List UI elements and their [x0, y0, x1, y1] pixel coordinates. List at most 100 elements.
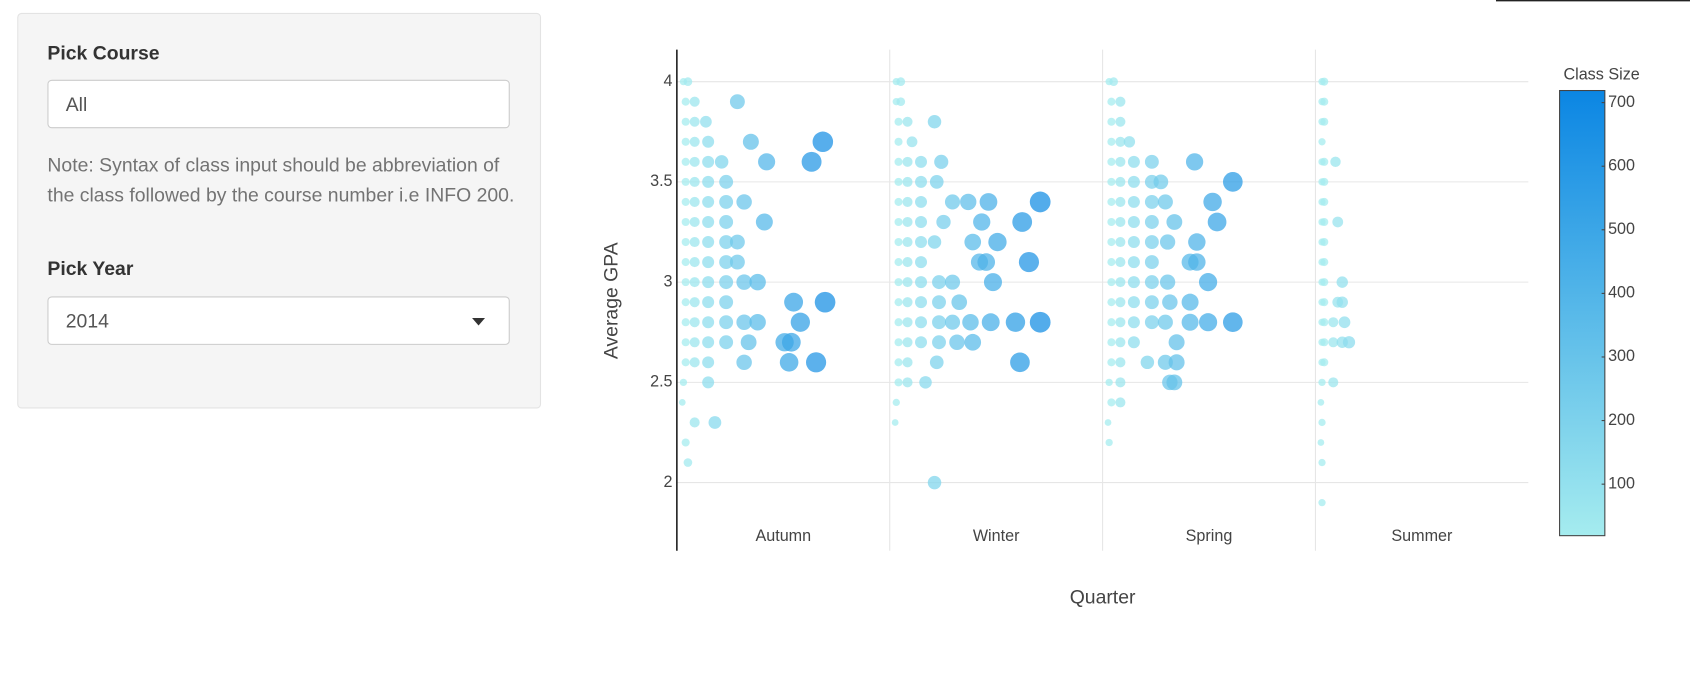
- point: [915, 276, 928, 289]
- point: [679, 378, 688, 387]
- point: [714, 155, 729, 169]
- point: [973, 213, 991, 231]
- point: [702, 356, 715, 369]
- point: [915, 236, 928, 249]
- point: [894, 117, 903, 126]
- point: [1144, 295, 1159, 310]
- point: [915, 256, 928, 269]
- point: [927, 235, 942, 249]
- point: [749, 273, 766, 291]
- point: [681, 438, 690, 447]
- point: [894, 197, 903, 206]
- point: [1159, 274, 1176, 290]
- point: [983, 273, 1002, 292]
- point: [1320, 318, 1329, 327]
- point: [1115, 196, 1126, 207]
- point: [689, 277, 700, 288]
- point: [702, 256, 715, 269]
- point: [1320, 217, 1329, 227]
- point: [719, 275, 734, 290]
- colorbar-tick-label: 300: [1608, 347, 1635, 365]
- point: [915, 195, 928, 208]
- point: [1105, 438, 1113, 447]
- point: [736, 314, 752, 330]
- point: [1188, 253, 1206, 271]
- point: [689, 176, 700, 187]
- point: [1168, 354, 1185, 371]
- point: [729, 234, 745, 250]
- point: [719, 295, 734, 310]
- year-value: 2014: [65, 310, 109, 332]
- point: [915, 316, 928, 329]
- point: [1328, 317, 1339, 328]
- point: [681, 258, 690, 267]
- y-tick-label: 2.5: [650, 373, 672, 391]
- point: [1162, 294, 1178, 310]
- point: [981, 313, 1000, 332]
- point: [784, 292, 804, 312]
- point: [689, 116, 700, 127]
- year-select[interactable]: 2014: [47, 296, 510, 345]
- point: [902, 116, 913, 127]
- point: [1115, 297, 1126, 308]
- point: [683, 77, 693, 86]
- point: [1127, 316, 1140, 329]
- point: [1336, 276, 1348, 288]
- point: [755, 213, 773, 231]
- colorbar-title: Class Size: [1563, 66, 1639, 84]
- point: [929, 355, 944, 370]
- point: [1318, 418, 1326, 427]
- point: [1185, 153, 1204, 171]
- point: [681, 338, 690, 347]
- point: [960, 193, 977, 211]
- point: [979, 193, 998, 211]
- y-tick-label: 3.5: [650, 172, 672, 190]
- point: [936, 214, 951, 230]
- point: [896, 97, 906, 107]
- point: [932, 315, 946, 330]
- point: [1107, 197, 1116, 206]
- point: [1144, 315, 1159, 330]
- point: [932, 295, 946, 310]
- point: [1107, 97, 1116, 106]
- point: [1127, 256, 1140, 269]
- point: [894, 157, 903, 166]
- point: [681, 197, 690, 206]
- point: [988, 232, 1007, 252]
- point: [1144, 215, 1159, 229]
- point: [736, 354, 752, 371]
- colorbar-tick-label: 700: [1608, 93, 1635, 111]
- point: [932, 275, 946, 290]
- point: [702, 135, 715, 148]
- point: [894, 237, 903, 247]
- point: [1157, 354, 1173, 370]
- point: [689, 357, 700, 368]
- point: [702, 215, 715, 228]
- point: [1123, 136, 1136, 148]
- point: [1115, 317, 1126, 328]
- point: [1115, 377, 1126, 388]
- point: [894, 318, 903, 327]
- point: [742, 133, 759, 150]
- point: [1144, 194, 1159, 209]
- point: [681, 298, 690, 307]
- point: [1342, 336, 1356, 349]
- point: [1107, 358, 1116, 367]
- course-input[interactable]: All: [47, 79, 510, 129]
- point: [689, 216, 700, 228]
- point: [1104, 419, 1112, 426]
- point: [1222, 172, 1243, 192]
- point: [689, 237, 700, 248]
- point: [894, 378, 903, 387]
- point: [1115, 337, 1126, 348]
- point: [894, 217, 903, 227]
- point: [1153, 174, 1169, 190]
- point: [689, 196, 700, 207]
- point: [719, 174, 734, 189]
- point: [1336, 296, 1348, 308]
- point: [902, 196, 913, 207]
- point: [729, 94, 745, 110]
- point: [719, 215, 734, 229]
- point: [892, 398, 900, 407]
- point: [689, 136, 700, 147]
